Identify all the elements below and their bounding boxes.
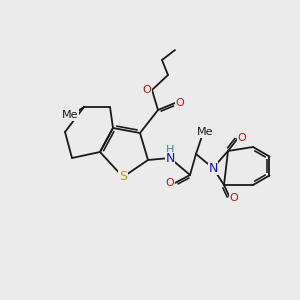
Text: N: N xyxy=(208,161,218,175)
Text: O: O xyxy=(142,85,152,95)
Text: O: O xyxy=(166,178,174,188)
Text: Me: Me xyxy=(197,127,213,137)
Text: Me: Me xyxy=(62,110,78,120)
Text: S: S xyxy=(119,170,127,184)
Text: N: N xyxy=(165,152,175,166)
Text: H: H xyxy=(166,145,174,155)
Text: O: O xyxy=(176,98,184,108)
Text: O: O xyxy=(238,133,246,143)
Text: O: O xyxy=(230,193,238,203)
